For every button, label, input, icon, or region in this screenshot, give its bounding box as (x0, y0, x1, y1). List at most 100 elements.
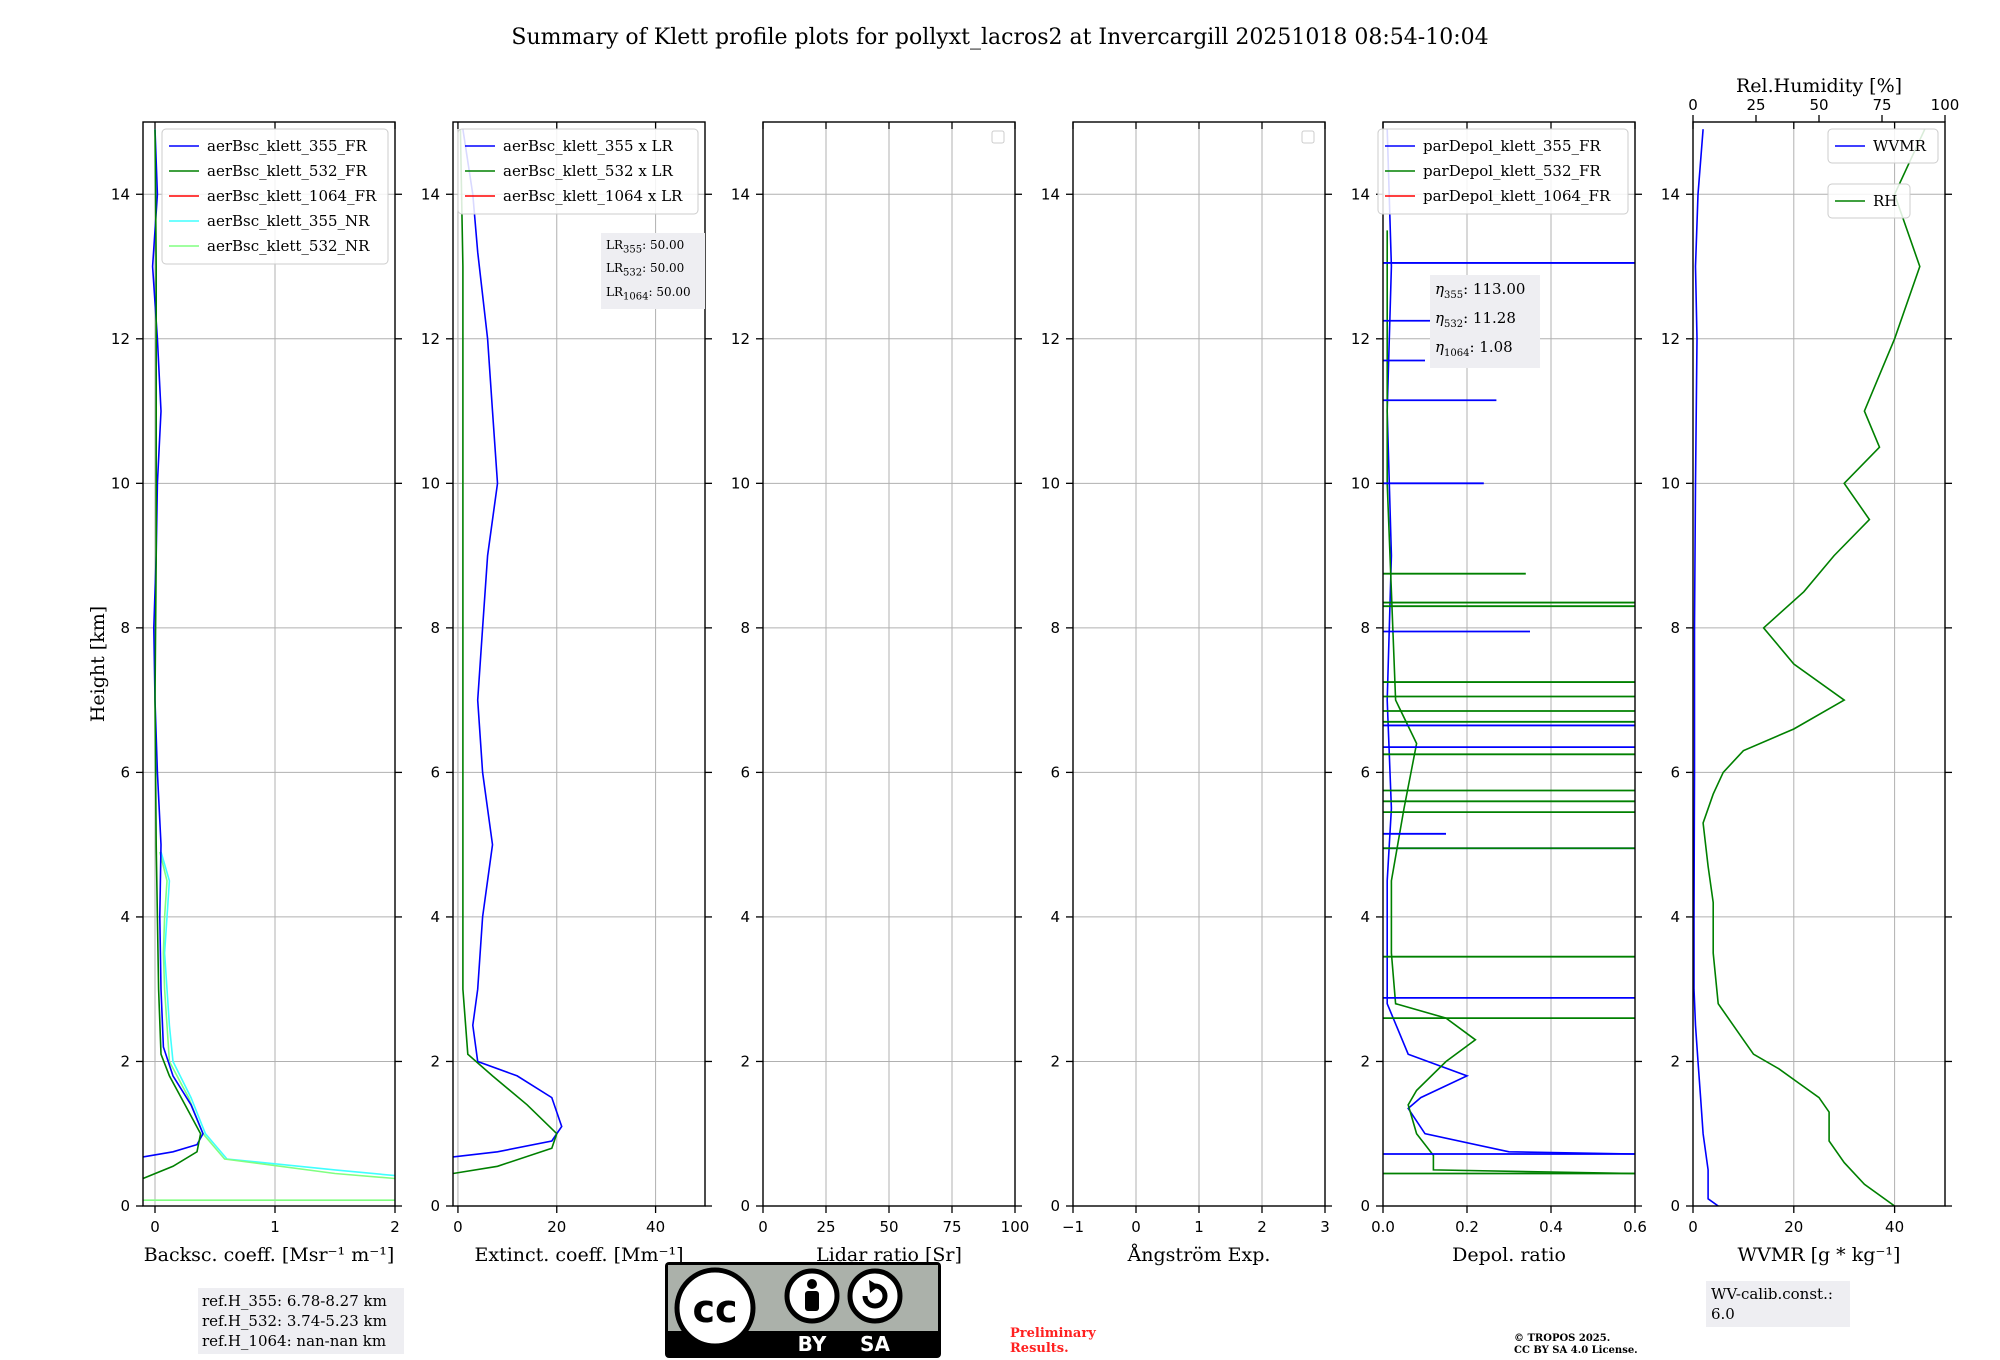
figure-title: Summary of Klett profile plots for polly… (511, 25, 1488, 50)
x-tick-label: 3 (1320, 1218, 1330, 1236)
legend-entry: WVMR (1873, 137, 1927, 155)
empty-legend (991, 130, 1005, 144)
y-tick-label: 14 (1351, 185, 1370, 203)
y-tick-label: 14 (421, 185, 440, 203)
x-tick-label: 0 (453, 1218, 463, 1236)
series-line (1386, 230, 1635, 1175)
legend-extinction: aerBsc_klett_355 x LR aerBsc_klett_532 x … (457, 128, 699, 215)
plot-extinction: 0 20 40 0 2 4 6 8 10 12 14 Extinct. coeff. [Mm⁻¹] ae… (421, 121, 712, 1266)
y-tick-label: 0 (430, 1197, 440, 1215)
cc-label: cc (692, 1287, 737, 1331)
cc-sa-label: SA (860, 1332, 890, 1356)
top-x-tick-label: 50 (1809, 96, 1828, 114)
y-tick-label: 10 (1041, 474, 1060, 492)
cc-icon (674, 1267, 756, 1349)
series-line (453, 129, 558, 1175)
x-tick-label: 40 (1885, 1218, 1904, 1236)
preliminary-note-line1: Preliminary (1010, 1326, 1096, 1341)
x-tick-label: 0 (1688, 1218, 1698, 1236)
y-tick-label: 0 (740, 1197, 750, 1215)
y-tick-label: 6 (430, 763, 440, 781)
legend-entry: aerBsc_klett_355_FR (207, 137, 367, 155)
series-line (160, 851, 395, 1177)
legend-entry: aerBsc_klett_1064 x LR (503, 187, 683, 205)
y-tick-label: 6 (740, 763, 750, 781)
x-tick-label: 25 (816, 1218, 835, 1236)
share-alike-icon (847, 1268, 903, 1324)
preliminary-note-line2: Results. (1010, 1341, 1069, 1356)
eta-1064: η1064: 1.08 (1435, 338, 1513, 359)
x-axis-label: Extinct. coeff. [Mm⁻¹] (474, 1244, 683, 1266)
legend-entry: aerBsc_klett_532_FR (207, 162, 367, 180)
legend-entry: aerBsc_klett_532 x LR (503, 162, 674, 180)
y-tick-label: 0 (1050, 1197, 1060, 1215)
legend-entry: aerBsc_klett_1064_FR (207, 187, 377, 205)
eta-532: η532: 11.28 (1435, 309, 1516, 330)
copyright-line1: © TROPOS 2025. (1514, 1333, 1610, 1344)
legend-rh: RH (1827, 183, 1911, 219)
legend-depol: parDepol_klett_355_FR parDepol_klett_532_… (1377, 128, 1629, 215)
x-tick-label: 1 (1194, 1218, 1204, 1236)
y-tick-label: 6 (1360, 763, 1370, 781)
y-tick-label: 8 (120, 619, 130, 637)
plot-wvmr: 0 20 40 0 2 4 6 8 10 12 14 0 25 50 75 100 Rel.Humidity [… (1661, 75, 1959, 1266)
y-tick-label: 4 (740, 908, 750, 926)
y-axis-label: Height [km] (87, 606, 109, 722)
series-line (143, 129, 202, 1180)
lidar-ratio-box: LR355: 50.00 LR532: 50.00 LR1064: 50.00 (601, 233, 705, 310)
y-tick-label: 8 (1670, 619, 1680, 637)
x-tick-label: 2 (1257, 1218, 1267, 1236)
x-tick-label: 20 (1784, 1218, 1803, 1236)
copyright-line2: CC BY SA 4.0 License. (1514, 1345, 1638, 1356)
series-line (453, 129, 563, 1158)
top-x-tick-label: 25 (1746, 96, 1765, 114)
y-tick-label: 14 (1661, 185, 1680, 203)
x-tick-label: 1 (270, 1218, 280, 1236)
top-x-axis-label: Rel.Humidity [%] (1736, 75, 1902, 97)
y-tick-label: 6 (120, 763, 130, 781)
legend-entry: aerBsc_klett_355_NR (207, 212, 370, 230)
x-tick-label: 0.4 (1539, 1218, 1563, 1236)
legend-entry: parDepol_klett_1064_FR (1423, 187, 1611, 205)
y-tick-label: 10 (1661, 474, 1680, 492)
x-tick-label: 2 (390, 1218, 400, 1236)
y-tick-label: 0 (1360, 1197, 1370, 1215)
lr-532: LR532: 50.00 (606, 261, 685, 279)
ref-height-1064: ref.H_1064: nan-nan km (202, 1332, 387, 1350)
ref-height-355: ref.H_355: 6.78-8.27 km (202, 1292, 387, 1310)
y-tick-label: 12 (1351, 330, 1370, 348)
y-tick-label: 8 (1360, 619, 1370, 637)
y-tick-label: 2 (430, 1052, 440, 1070)
x-axis-label: Backsc. coeff. [Msr⁻¹ m⁻¹] (144, 1244, 395, 1266)
y-tick-label: 8 (1050, 619, 1060, 637)
x-tick-label: 50 (879, 1218, 898, 1236)
y-tick-label: 6 (1670, 763, 1680, 781)
y-tick-label: 12 (1661, 330, 1680, 348)
y-tick-label: 14 (1041, 185, 1060, 203)
x-tick-label: 20 (547, 1218, 566, 1236)
cc-by-label: BY (798, 1332, 827, 1356)
eta-box: η355: 113.00 η532: 11.28 η1064: 1.08 (1430, 275, 1540, 368)
x-axis-label: Lidar ratio [Sr] (816, 1244, 962, 1266)
y-tick-label: 2 (1050, 1052, 1060, 1070)
series-line (1693, 129, 1719, 1206)
y-tick-label: 6 (1050, 763, 1060, 781)
axes-frame (762, 121, 1016, 1207)
x-tick-label: 40 (646, 1218, 665, 1236)
axes-frame (1382, 121, 1636, 1207)
legend-backscatter: aerBsc_klett_355_FR aerBsc_klett_532_FRae… (161, 128, 389, 265)
top-x-tick-label: 75 (1872, 96, 1891, 114)
x-tick-label: 0 (1131, 1218, 1141, 1236)
legend-entry: aerBsc_klett_532_NR (207, 237, 370, 255)
y-tick-label: 2 (120, 1052, 130, 1070)
axes-frame (142, 121, 396, 1207)
legend-entry: parDepol_klett_532_FR (1423, 162, 1601, 180)
axes-frame (1692, 121, 1946, 1207)
y-tick-label: 12 (111, 330, 130, 348)
x-tick-label: 0 (758, 1218, 768, 1236)
y-tick-label: 10 (1351, 474, 1370, 492)
plot-depol: 0.0 0.2 0.4 0.6 0 2 4 6 8 10 12 14 Depol. ratio parDe… (1351, 121, 1647, 1266)
